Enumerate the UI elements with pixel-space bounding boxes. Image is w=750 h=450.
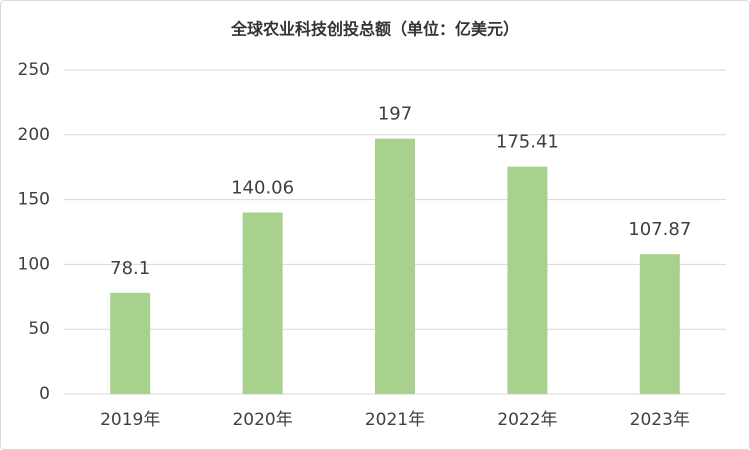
y-tick-label: 50 [28, 319, 50, 339]
bar [110, 292, 151, 394]
y-tick-label: 200 [18, 125, 50, 145]
x-tick-label: 2021年 [365, 410, 425, 430]
y-tick-label: 100 [18, 254, 50, 274]
y-tick-label: 0 [39, 384, 50, 404]
data-label: 175.41 [496, 132, 559, 153]
data-label: 107.87 [628, 219, 691, 240]
bar [507, 166, 548, 394]
y-tick-label: 250 [18, 60, 50, 80]
data-label: 140.06 [231, 177, 294, 198]
data-label: 78.1 [110, 258, 150, 279]
x-tick-label: 2023年 [630, 410, 690, 430]
bar [375, 138, 415, 394]
x-tick-label: 2022年 [497, 410, 557, 430]
bar [242, 212, 283, 394]
data-label: 197 [378, 104, 412, 125]
y-tick-label: 150 [18, 190, 50, 210]
x-tick-label: 2019年 [100, 410, 160, 430]
x-tick-label: 2020年 [232, 410, 292, 430]
chart-title: 全球农业科技创投总额（单位：亿美元） [230, 20, 519, 39]
bar [639, 254, 680, 394]
